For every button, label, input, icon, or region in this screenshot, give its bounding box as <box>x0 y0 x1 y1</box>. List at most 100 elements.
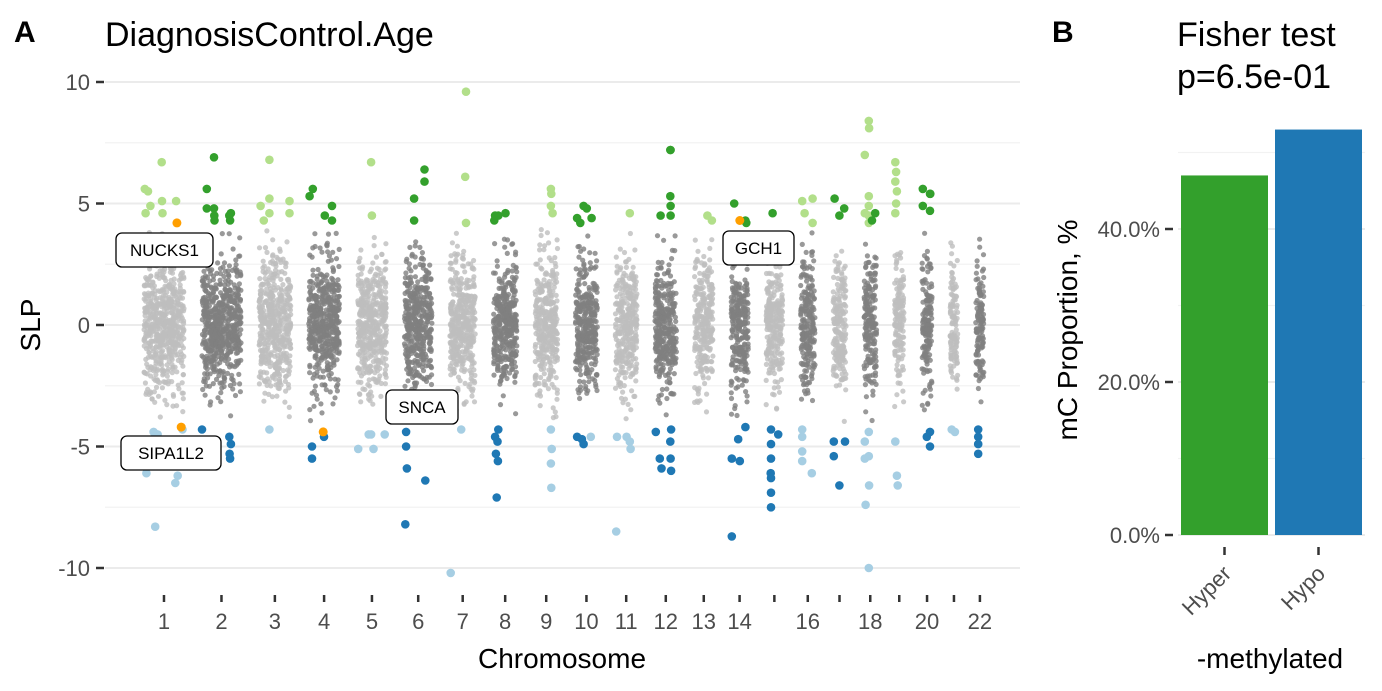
background-point <box>622 375 628 381</box>
background-point <box>629 329 635 335</box>
background-point <box>147 311 153 318</box>
background-point <box>310 296 316 302</box>
background-point <box>428 381 435 388</box>
background-point <box>336 330 342 336</box>
background-point <box>613 283 619 289</box>
background-point <box>362 324 368 330</box>
background-point <box>225 322 231 328</box>
background-point <box>235 285 241 291</box>
background-point <box>218 399 224 405</box>
background-point <box>413 372 419 378</box>
background-point <box>546 377 552 383</box>
background-point <box>537 247 543 253</box>
background-point <box>405 347 411 353</box>
background-point <box>461 248 467 254</box>
background-point <box>237 346 243 353</box>
background-point <box>417 305 423 311</box>
background-point <box>453 274 459 280</box>
background-point <box>420 300 426 307</box>
background-point <box>316 361 322 367</box>
background-point <box>274 344 280 350</box>
background-point <box>316 333 322 339</box>
background-point <box>169 335 175 341</box>
background-point <box>547 281 553 288</box>
background-point <box>236 253 242 259</box>
background-point <box>417 261 423 268</box>
background-point <box>621 383 627 389</box>
background-point <box>421 343 427 349</box>
background-point <box>497 402 504 408</box>
background-point <box>458 359 464 365</box>
background-point <box>550 351 556 357</box>
background-point <box>513 264 519 270</box>
background-point <box>225 277 231 283</box>
background-point <box>165 366 171 372</box>
background-point <box>159 366 165 373</box>
background-point <box>170 392 176 398</box>
background-point <box>221 378 227 385</box>
background-point <box>582 386 589 392</box>
background-point <box>264 382 270 388</box>
background-point <box>319 249 325 255</box>
background-point <box>382 339 389 345</box>
background-point <box>630 303 636 309</box>
background-point <box>318 279 324 285</box>
background-point <box>323 307 329 313</box>
background-point <box>331 282 337 288</box>
background-point <box>667 316 673 322</box>
background-point <box>284 302 290 308</box>
background-point <box>152 313 158 319</box>
background-point <box>616 353 622 359</box>
background-point <box>468 284 474 290</box>
background-point <box>306 284 313 290</box>
background-point <box>373 282 379 288</box>
background-point <box>176 316 182 322</box>
background-point <box>332 376 338 382</box>
chromosome-8-points <box>490 236 520 417</box>
background-point <box>326 295 332 301</box>
background-point <box>507 280 513 286</box>
background-point <box>454 352 460 358</box>
background-point <box>425 303 431 309</box>
background-point <box>171 276 177 282</box>
background-point <box>541 341 547 347</box>
panel-a-letter: A <box>14 16 36 49</box>
background-point <box>471 399 478 405</box>
background-point <box>312 354 318 361</box>
background-point <box>536 297 543 303</box>
background-point <box>219 385 225 391</box>
background-point <box>180 409 186 415</box>
background-point <box>543 325 550 331</box>
background-point <box>321 346 327 352</box>
background-point <box>532 376 539 382</box>
background-point <box>175 289 181 295</box>
background-point <box>145 386 151 392</box>
background-point <box>199 317 205 323</box>
background-point <box>282 270 288 276</box>
background-point <box>358 247 364 253</box>
background-point <box>627 295 634 301</box>
background-point <box>512 379 518 385</box>
background-point <box>420 308 427 315</box>
background-point <box>537 334 543 340</box>
background-point <box>142 323 148 329</box>
background-point <box>237 381 243 387</box>
background-point <box>401 341 408 347</box>
background-point <box>672 233 678 239</box>
background-point <box>629 352 635 358</box>
background-point <box>260 269 266 275</box>
background-point <box>314 396 320 402</box>
background-point <box>180 396 186 402</box>
background-point <box>170 366 176 372</box>
background-point <box>554 271 560 277</box>
background-point <box>155 393 162 399</box>
background-point <box>148 273 154 279</box>
background-point <box>579 337 585 343</box>
background-point <box>450 355 457 361</box>
background-point <box>356 302 362 308</box>
background-point <box>236 308 242 314</box>
background-point <box>259 310 265 316</box>
background-point <box>545 386 552 392</box>
background-point <box>461 314 467 320</box>
background-point <box>546 343 552 349</box>
